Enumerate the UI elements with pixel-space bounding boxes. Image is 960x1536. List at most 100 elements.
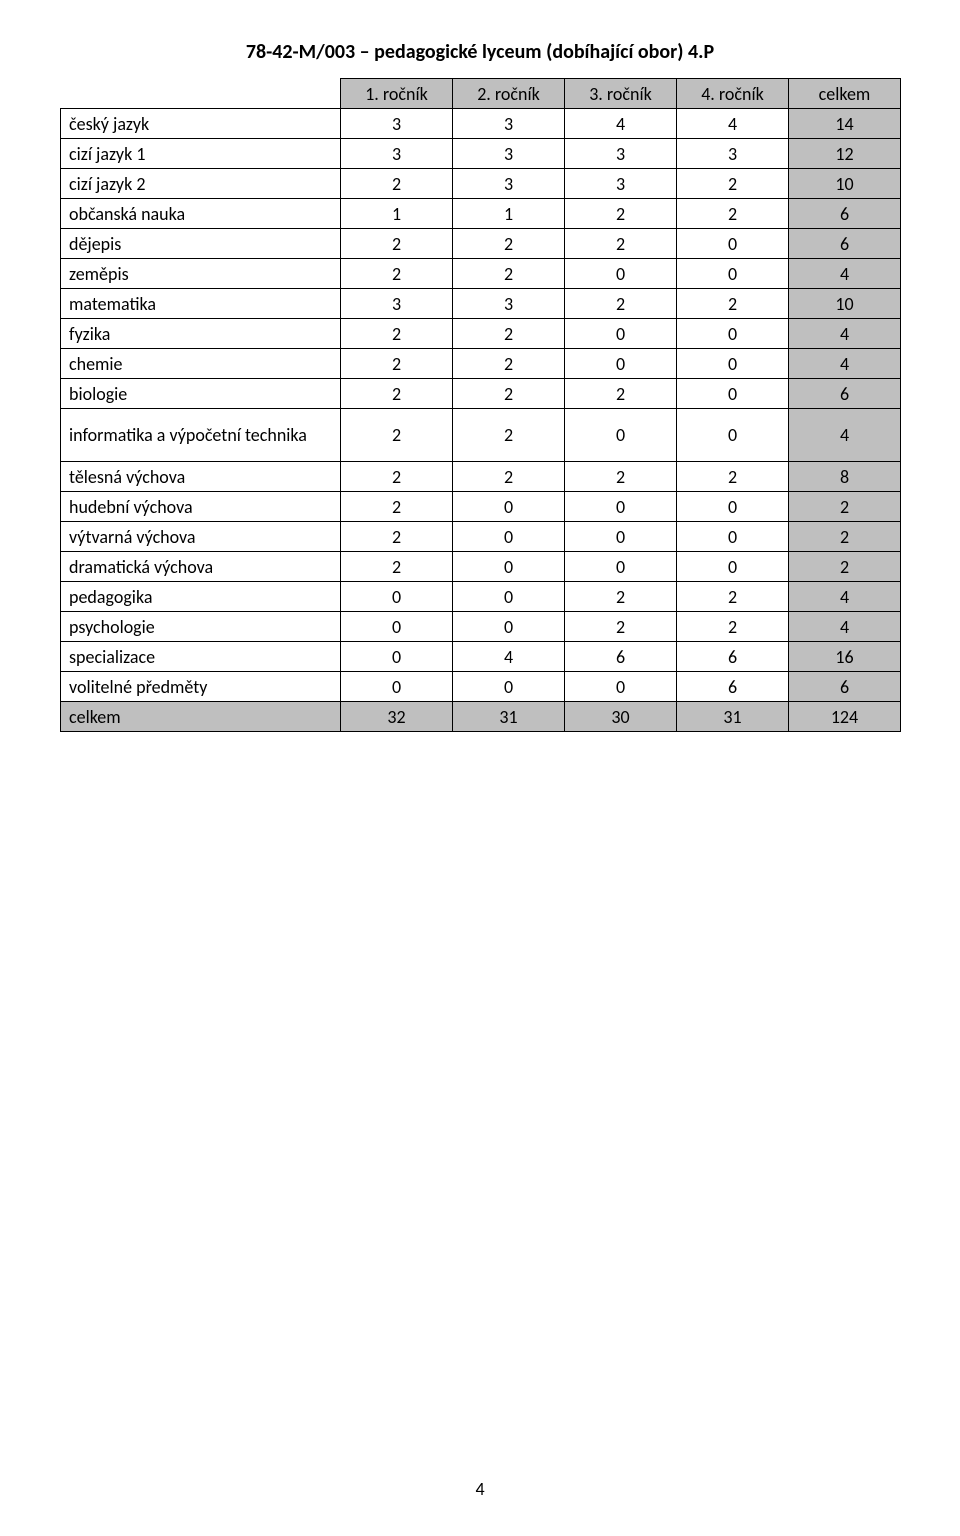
row-value: 2 <box>677 169 789 199</box>
row-value: 2 <box>453 379 565 409</box>
row-value: 0 <box>565 672 677 702</box>
row-value: 2 <box>565 612 677 642</box>
row-value: 2 <box>453 259 565 289</box>
row-value: 2 <box>341 462 453 492</box>
total-value: 30 <box>565 702 677 732</box>
row-value: 2 <box>341 379 453 409</box>
row-value: 2 <box>453 409 565 462</box>
row-value: 0 <box>565 409 677 462</box>
row-value: 6 <box>789 229 901 259</box>
curriculum-table: 1. ročník2. ročník3. ročník4. ročníkcelk… <box>60 78 901 732</box>
table-row: psychologie00224 <box>61 612 901 642</box>
row-value: 0 <box>565 522 677 552</box>
column-header: 1. ročník <box>341 79 453 109</box>
table-row: cizí jazyk 2233210 <box>61 169 901 199</box>
row-value: 0 <box>341 672 453 702</box>
row-value: 3 <box>565 139 677 169</box>
row-value: 0 <box>677 522 789 552</box>
row-value: 2 <box>677 199 789 229</box>
table-row: český jazyk334414 <box>61 109 901 139</box>
row-value: 14 <box>789 109 901 139</box>
table-row: volitelné předměty00066 <box>61 672 901 702</box>
table-row: dějepis22206 <box>61 229 901 259</box>
row-value: 4 <box>453 642 565 672</box>
row-value: 0 <box>565 349 677 379</box>
row-value: 2 <box>341 492 453 522</box>
row-label: pedagogika <box>61 582 341 612</box>
row-value: 3 <box>341 289 453 319</box>
row-value: 0 <box>677 259 789 289</box>
row-value: 0 <box>677 349 789 379</box>
page: 78-42-M/003 – pedagogické lyceum (dobíha… <box>0 0 960 1536</box>
row-value: 2 <box>453 229 565 259</box>
row-value: 3 <box>453 139 565 169</box>
row-value: 0 <box>453 672 565 702</box>
row-value: 8 <box>789 462 901 492</box>
row-value: 6 <box>565 642 677 672</box>
page-title: 78-42-M/003 – pedagogické lyceum (dobíha… <box>60 40 900 64</box>
row-value: 2 <box>565 199 677 229</box>
row-value: 2 <box>789 522 901 552</box>
column-header: 4. ročník <box>677 79 789 109</box>
row-value: 0 <box>565 259 677 289</box>
row-value: 2 <box>565 379 677 409</box>
row-value: 2 <box>789 492 901 522</box>
row-label: volitelné předměty <box>61 672 341 702</box>
row-value: 2 <box>677 582 789 612</box>
row-value: 0 <box>341 582 453 612</box>
row-value: 0 <box>453 612 565 642</box>
table-row: matematika332210 <box>61 289 901 319</box>
row-label: cizí jazyk 1 <box>61 139 341 169</box>
table-row: občanská nauka11226 <box>61 199 901 229</box>
row-label: občanská nauka <box>61 199 341 229</box>
row-value: 4 <box>789 612 901 642</box>
row-label: tělesná výchova <box>61 462 341 492</box>
row-value: 0 <box>453 522 565 552</box>
row-value: 6 <box>789 672 901 702</box>
row-value: 3 <box>453 289 565 319</box>
total-label: celkem <box>61 702 341 732</box>
row-value: 2 <box>565 289 677 319</box>
row-value: 0 <box>341 612 453 642</box>
row-value: 2 <box>677 612 789 642</box>
table-row: specializace046616 <box>61 642 901 672</box>
table-header-row: 1. ročník2. ročník3. ročník4. ročníkcelk… <box>61 79 901 109</box>
row-value: 4 <box>789 409 901 462</box>
row-value: 0 <box>453 552 565 582</box>
row-value: 4 <box>789 319 901 349</box>
row-value: 2 <box>341 259 453 289</box>
row-value: 2 <box>341 229 453 259</box>
column-header: celkem <box>789 79 901 109</box>
row-value: 3 <box>341 109 453 139</box>
row-value: 2 <box>453 349 565 379</box>
row-value: 3 <box>453 169 565 199</box>
table-row: tělesná výchova22228 <box>61 462 901 492</box>
table-total-row: celkem32313031124 <box>61 702 901 732</box>
total-value: 31 <box>677 702 789 732</box>
row-value: 2 <box>789 552 901 582</box>
total-value: 31 <box>453 702 565 732</box>
table-row: výtvarná výchova20002 <box>61 522 901 552</box>
row-value: 4 <box>677 109 789 139</box>
table-row: cizí jazyk 1333312 <box>61 139 901 169</box>
row-value: 2 <box>677 289 789 319</box>
row-value: 6 <box>677 642 789 672</box>
row-value: 3 <box>677 139 789 169</box>
row-value: 10 <box>789 169 901 199</box>
table-row: biologie22206 <box>61 379 901 409</box>
row-value: 2 <box>565 462 677 492</box>
row-value: 0 <box>453 492 565 522</box>
row-value: 2 <box>341 552 453 582</box>
table-row: fyzika22004 <box>61 319 901 349</box>
table-row: dramatická výchova20002 <box>61 552 901 582</box>
row-label: fyzika <box>61 319 341 349</box>
column-header: 3. ročník <box>565 79 677 109</box>
table-row: chemie22004 <box>61 349 901 379</box>
table-row: pedagogika00224 <box>61 582 901 612</box>
row-value: 3 <box>453 109 565 139</box>
row-label: český jazyk <box>61 109 341 139</box>
row-value: 2 <box>677 462 789 492</box>
row-value: 2 <box>341 349 453 379</box>
row-value: 6 <box>789 379 901 409</box>
row-value: 2 <box>341 169 453 199</box>
